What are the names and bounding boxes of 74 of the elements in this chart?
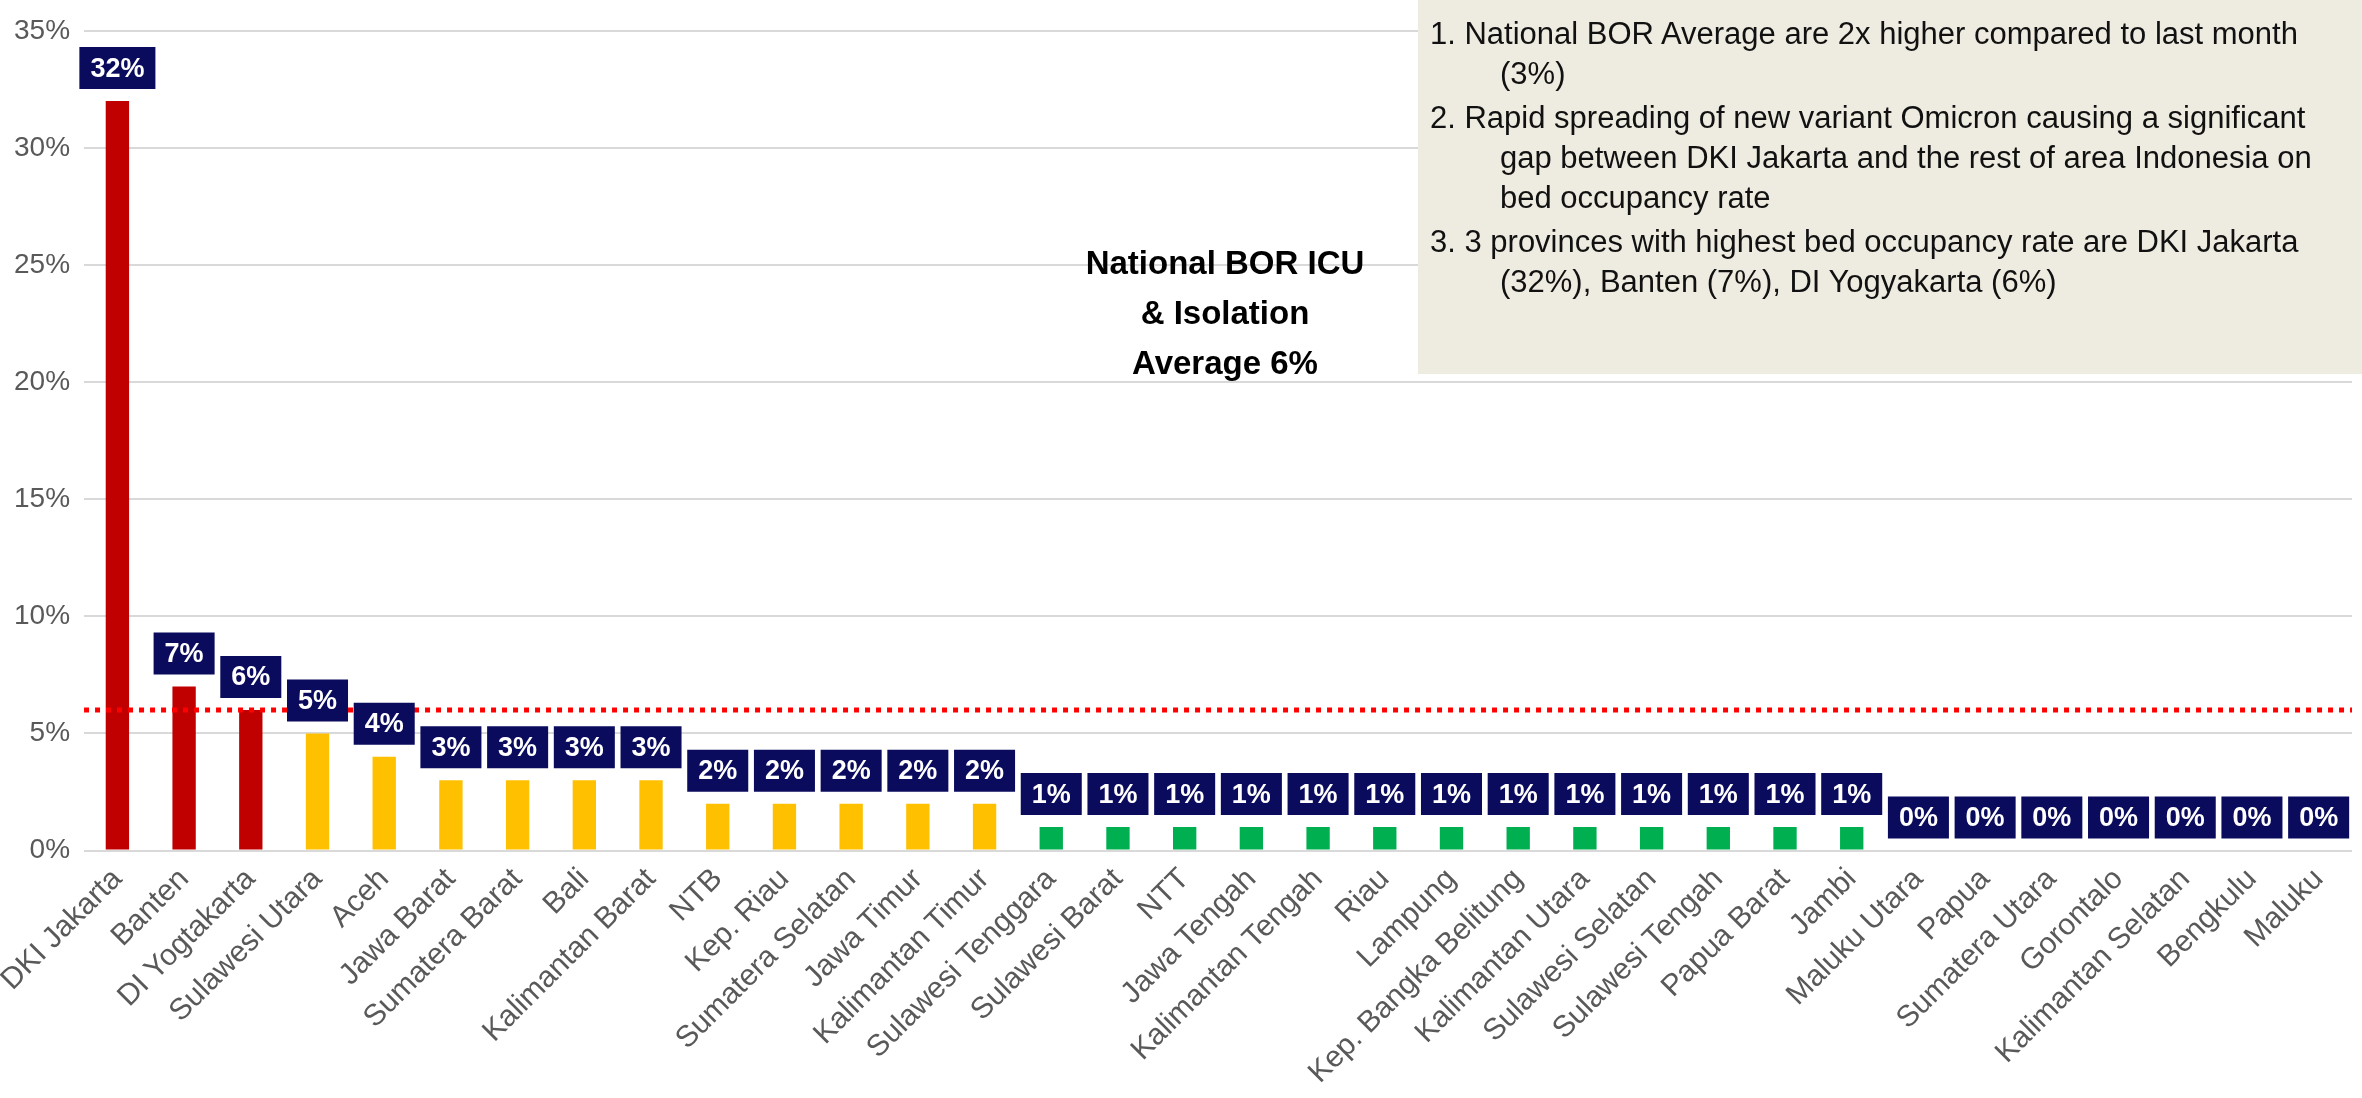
data-label: 4% xyxy=(364,708,404,739)
bar xyxy=(572,780,596,850)
bar xyxy=(772,803,797,850)
bar xyxy=(439,780,463,850)
bar xyxy=(372,756,396,850)
bar xyxy=(1506,827,1530,850)
bar xyxy=(1373,827,1397,850)
bar xyxy=(906,803,930,850)
bar xyxy=(1306,827,1330,850)
y-tick-label: 10% xyxy=(13,599,71,631)
data-label: 0% xyxy=(1965,801,2005,832)
y-tick-label: 35% xyxy=(13,13,71,45)
y-tick-label: 5% xyxy=(29,716,71,748)
y-tick-label: 25% xyxy=(13,247,71,279)
data-label: 1% xyxy=(1565,778,1605,809)
data-label: 1% xyxy=(1098,778,1138,809)
bar xyxy=(1239,827,1264,850)
data-label: 1% xyxy=(1365,778,1405,809)
data-label: 1% xyxy=(1231,778,1271,809)
bar xyxy=(1172,827,1197,850)
y-tick-label: 0% xyxy=(29,833,71,865)
y-tick-label: 30% xyxy=(13,130,71,162)
y-tick-label: 15% xyxy=(13,481,71,513)
bar xyxy=(1439,827,1464,850)
data-label: 1% xyxy=(1298,778,1338,809)
data-label: 0% xyxy=(2099,801,2139,832)
bar xyxy=(1039,827,1063,850)
bar xyxy=(639,780,663,850)
data-label: 0% xyxy=(2032,801,2072,832)
text-panel: 1. National BOR Average are 2x higher compared to last month (3%) 2. Rapid spreading of new variant Omicron causing a significant gap between DKI Jakarta and the rest of area Indonesia on bed occupancy rate 3. 3 provinces with highest bed occupancy rate are DKI Jakarta (32%), Banten (7%), DI Yogyakarta (6%) xyxy=(1418,0,2362,374)
data-label: 1% xyxy=(1165,778,1205,809)
bar xyxy=(1639,827,1664,850)
data-label: 2% xyxy=(764,755,804,786)
data-label: 0% xyxy=(1898,801,1938,832)
bar xyxy=(1106,827,1130,850)
data-label: 3% xyxy=(498,731,538,762)
data-label: 3% xyxy=(631,731,671,762)
data-label: 0% xyxy=(2165,801,2205,832)
data-label: 7% xyxy=(164,638,204,669)
data-label: 2% xyxy=(831,755,871,786)
data-label: 1% xyxy=(1431,778,1471,809)
data-label: 1% xyxy=(1632,778,1672,809)
annotation: 3. 3 provinces with highest bed occupancy rate are DKI Jakarta (32%), Banten (7%), DI Yogyakarta (6%) xyxy=(1430,223,2300,301)
data-label: 5% xyxy=(297,684,338,715)
data-label: 1% xyxy=(1698,778,1738,809)
data-label: 6% xyxy=(231,661,271,692)
data-label: 1% xyxy=(1031,778,1071,809)
data-label: 0% xyxy=(2232,801,2272,832)
data-label: 32% xyxy=(90,52,145,83)
data-label: 3% xyxy=(431,731,471,762)
bar xyxy=(1706,827,1730,850)
data-label: 1% xyxy=(1832,778,1872,809)
data-label: 2% xyxy=(898,755,938,786)
bar xyxy=(305,733,330,850)
data-label: 2% xyxy=(698,755,738,786)
data-label: 2% xyxy=(965,755,1005,786)
data-label: 1% xyxy=(1765,778,1805,809)
annotation: National BOR ICU & Isolation Average 6% xyxy=(1084,243,1366,383)
bar xyxy=(1573,827,1597,850)
bar xyxy=(505,780,530,850)
bar xyxy=(706,803,730,850)
y-tick-label: 20% xyxy=(13,364,71,396)
data-label: 1% xyxy=(1498,778,1538,809)
bar xyxy=(839,803,863,850)
bar xyxy=(972,803,997,850)
annotation: 2. Rapid spreading of new variant Omicron causing a significant gap between DKI Jakarta and the rest of area Indonesia on bed occupancy rate xyxy=(1430,99,2313,217)
data-label: 0% xyxy=(2299,801,2339,832)
bar xyxy=(239,709,263,850)
annotation: 1. National BOR Average are 2x higher compared to last month (3%) xyxy=(1430,15,2299,93)
bar xyxy=(172,686,196,850)
bar xyxy=(1840,827,1864,850)
bar xyxy=(1773,827,1797,850)
bar xyxy=(105,101,130,850)
data-label: 3% xyxy=(564,731,604,762)
